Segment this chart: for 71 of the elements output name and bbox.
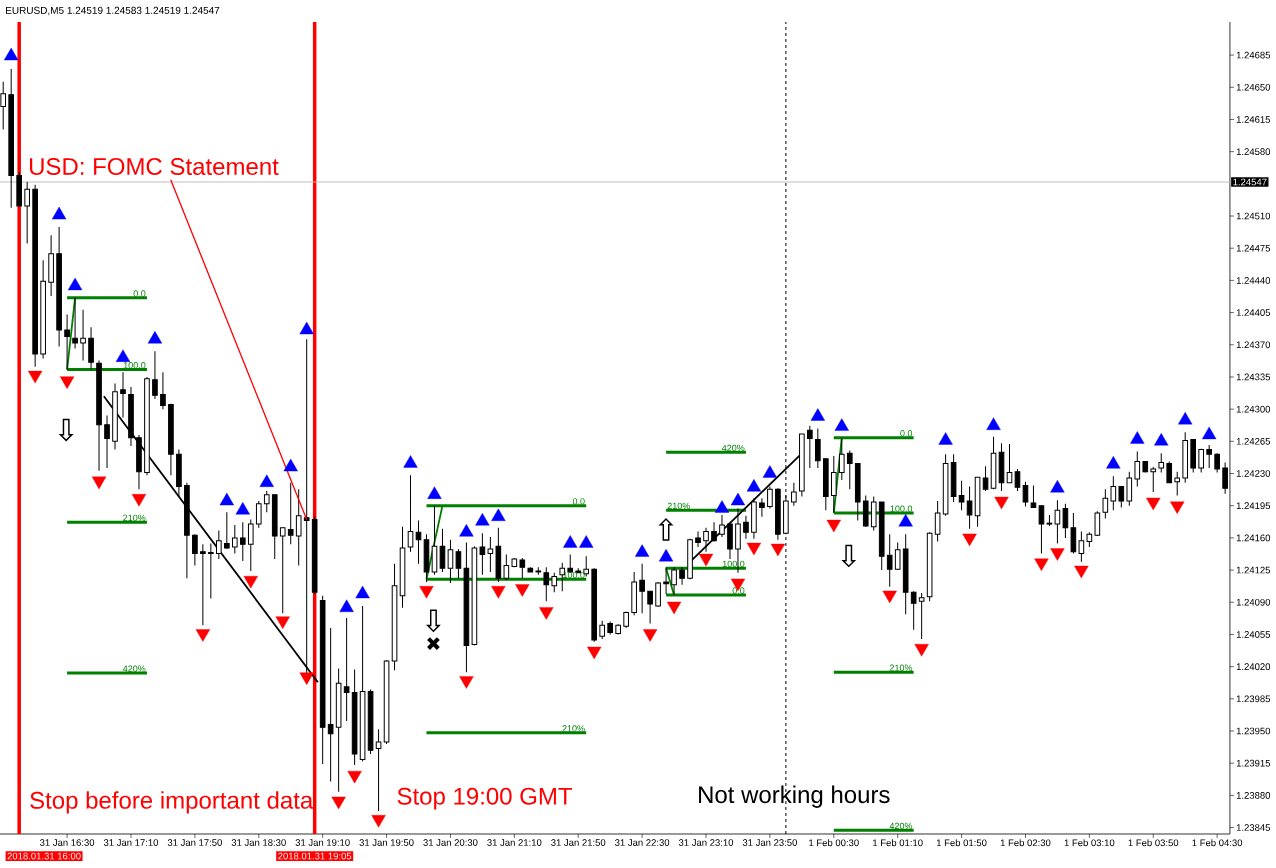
y-tick-label: 1.24370 xyxy=(1236,341,1271,349)
x-tick-label: 1 Feb 00:30 xyxy=(809,839,859,847)
y-tick-label: 1.24265 xyxy=(1236,437,1271,445)
x-tick-label: 31 Jan 19:50 xyxy=(359,839,414,846)
series-label: 210% xyxy=(562,725,585,732)
ref-line-label: 2018.01.31 19:05 xyxy=(278,852,352,860)
y-tick-label: 1.24160 xyxy=(1236,534,1271,542)
y-tick-label: 1.23950 xyxy=(1236,727,1271,735)
series-label: 210% xyxy=(123,514,146,522)
y-tick-label: 1.24405 xyxy=(1236,309,1271,316)
series-label: 0.0 xyxy=(732,587,745,594)
x-tick-label: 31 Jan 16:30 xyxy=(39,839,95,846)
annotation: ⇩ xyxy=(425,609,441,633)
y-tick-label: 1.24055 xyxy=(1236,631,1271,638)
x-tick-label: 31 Jan 19:10 xyxy=(295,839,350,846)
y-tick-label: 1.24335 xyxy=(1236,373,1271,381)
annotation: USD: FOMC Statement xyxy=(29,158,279,176)
y-tick-label: 1.24615 xyxy=(1236,116,1271,123)
x-tick-label: 31 Jan 17:50 xyxy=(167,839,222,846)
x-tick-label: 31 Jan 21:10 xyxy=(487,839,542,846)
ref-line-label: 1.24547 xyxy=(1233,178,1267,186)
annotation: ⇩ xyxy=(58,418,74,442)
annotation: ✖ xyxy=(427,637,440,650)
series-label: 0.0 xyxy=(572,498,585,505)
ref-line-label: 2018.01.31 16:00 xyxy=(7,852,81,860)
x-tick-label: 1 Feb 01:50 xyxy=(936,839,987,847)
x-tick-label: 31 Jan 23:10 xyxy=(678,839,734,846)
series-label: 420% xyxy=(122,665,146,672)
x-tick-label: 1 Feb 03:10 xyxy=(1064,839,1115,847)
annotation: Stop before important data xyxy=(30,791,314,814)
series-label: 100.0 xyxy=(563,571,585,579)
series-label: 420% xyxy=(721,444,745,452)
y-tick-label: 1.24475 xyxy=(1236,244,1271,252)
y-tick-label: 1.24440 xyxy=(1236,277,1271,284)
annotation: ⇧ xyxy=(658,518,674,541)
x-tick-label: 31 Jan 23:50 xyxy=(742,839,797,846)
series-label: 210% xyxy=(889,664,913,671)
series-label: 100.0 xyxy=(123,362,146,369)
x-tick-label: 1 Feb 02:30 xyxy=(1000,839,1051,847)
y-tick-label: 1.23845 xyxy=(1236,824,1271,831)
annotation: Stop 19:00 GMT xyxy=(397,787,572,810)
y-tick-label: 1.24230 xyxy=(1236,470,1271,477)
y-tick-label: 1.24300 xyxy=(1236,405,1271,413)
y-tick-label: 1.23880 xyxy=(1236,792,1271,799)
y-tick-label: 1.24090 xyxy=(1236,598,1271,606)
x-tick-label: 31 Jan 21:50 xyxy=(551,839,606,846)
y-tick-label: 1.24195 xyxy=(1236,502,1271,510)
series-label: 210% xyxy=(667,502,690,510)
annotation: Not working hours xyxy=(699,785,890,808)
x-tick-label: 1 Feb 01:10 xyxy=(873,839,923,847)
y-tick-label: 1.23915 xyxy=(1236,759,1271,767)
chart-title: EURUSD,M5 1.24519 1.24583 1.24519 1.24547 xyxy=(6,6,220,16)
y-tick-label: 1.23985 xyxy=(1236,695,1271,703)
series-label: 100.0 xyxy=(890,505,913,512)
y-tick-label: 1.24510 xyxy=(1236,212,1271,220)
x-tick-label: 31 Jan 20:30 xyxy=(423,839,478,846)
y-tick-label: 1.24580 xyxy=(1236,148,1271,156)
series-label: 0.0 xyxy=(900,430,913,437)
x-tick-label: 31 Jan 17:10 xyxy=(103,839,159,846)
y-tick-label: 1.24020 xyxy=(1236,663,1271,670)
series-label: 420% xyxy=(889,822,913,830)
x-tick-label: 31 Jan 18:30 xyxy=(231,839,286,846)
y-tick-label: 1.24125 xyxy=(1236,566,1271,574)
annotation: ⇩ xyxy=(841,544,857,568)
y-tick-label: 1.24650 xyxy=(1236,83,1271,91)
y-tick-label: 1.24685 xyxy=(1236,51,1271,59)
x-tick-label: 31 Jan 22:30 xyxy=(615,839,670,846)
x-tick-label: 1 Feb 03:50 xyxy=(1128,839,1179,847)
series-label: 100.0 xyxy=(722,560,745,568)
series-label: 0.0 xyxy=(133,290,146,297)
x-tick-label: 1 Feb 04:30 xyxy=(1192,839,1243,847)
